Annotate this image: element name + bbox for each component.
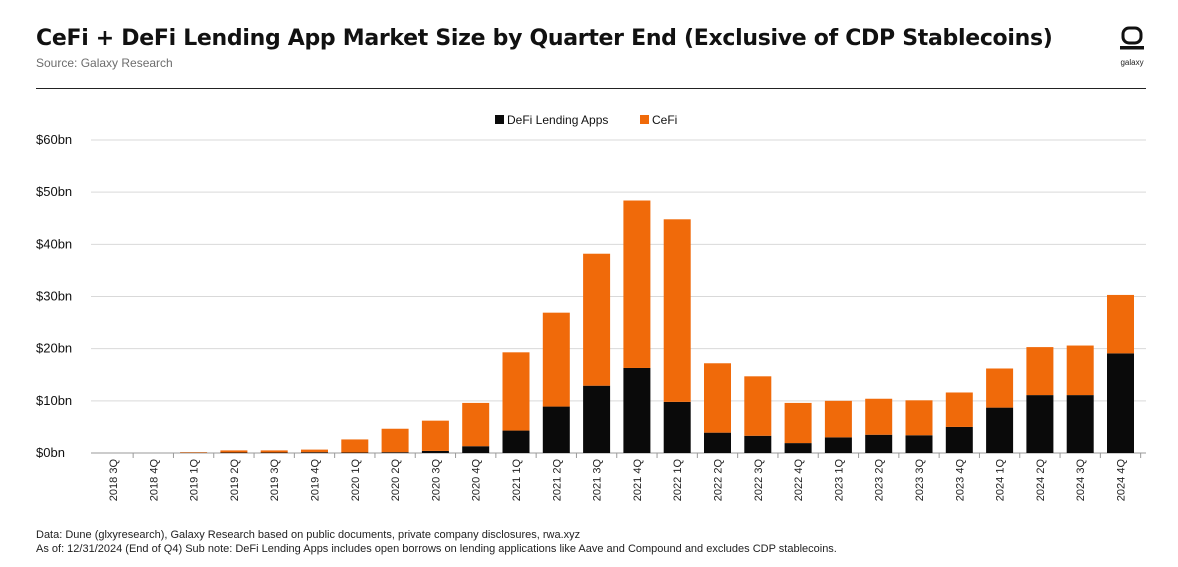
bar-cefi-2021-3q (583, 253, 611, 386)
bar-cefi-2023-2q (865, 398, 893, 435)
x-tick-label: 2021 4Q (632, 459, 644, 502)
x-tick-label: 2023 3Q (914, 459, 926, 502)
bar-cefi-2022-4q (784, 402, 812, 444)
galaxy-logo: galaxy (1115, 26, 1149, 67)
x-tick-label: 2023 1Q (833, 459, 845, 502)
y-tick-label: $20bn (36, 341, 72, 356)
bar-cefi-2021-1q (502, 352, 530, 431)
legend-label-defi: DeFi Lending Apps (507, 113, 608, 127)
bar-cefi-2023-3q (905, 400, 933, 436)
y-tick-label: $60bn (36, 132, 72, 147)
x-tick-label: 2021 2Q (551, 459, 563, 502)
bar-defi-2020-3q (421, 450, 449, 453)
footnote-data-source: Data: Dune (glxyresearch), Galaxy Resear… (36, 529, 581, 541)
x-tick-label: 2019 1Q (189, 459, 201, 502)
bar-defi-2020-1q (341, 452, 369, 453)
bar-cefi-2019-2q (220, 450, 248, 453)
x-tick-label: 2018 3Q (108, 459, 120, 502)
y-axis: $0bn $10bn $20bn $30bn $40bn $50bn $60bn (36, 132, 72, 460)
bar-cefi-2023-4q (945, 392, 973, 427)
bar-cefi-2024-3q (1066, 345, 1094, 396)
bar-defi-2023-3q (905, 435, 933, 453)
x-tick-label: 2024 2Q (1035, 459, 1047, 502)
x-tick-label: 2018 4Q (148, 459, 160, 502)
bar-defi-2024-2q (1026, 395, 1054, 453)
bar-cefi-2023-1q (824, 400, 852, 438)
x-tick-label: 2021 3Q (592, 459, 604, 502)
x-tick-label: 2022 3Q (753, 459, 765, 502)
x-tick-label: 2019 3Q (269, 459, 281, 502)
bar-defi-2021-2q (542, 406, 570, 453)
bar-defi-2021-3q (583, 385, 611, 453)
bar-defi-2024-1q (986, 407, 1014, 453)
y-tick-label: $10bn (36, 393, 72, 408)
chart-legend: DeFi Lending Apps CeFi (495, 113, 677, 127)
bar-defi-2021-4q (623, 367, 651, 453)
bar-defi-2024-3q (1066, 395, 1094, 453)
x-tick-label: 2023 4Q (954, 459, 966, 502)
bar-cefi-2021-2q (542, 312, 570, 407)
x-tick-label: 2023 2Q (874, 459, 886, 502)
bar-cefi-2020-3q (421, 420, 449, 451)
bar-defi-2022-3q (744, 435, 772, 453)
x-axis: 2018 3Q 2018 4Q 2019 1Q 2019 2Q 2019 3Q 2019 … (108, 453, 1142, 502)
bar-defi-2020-2q (381, 452, 409, 453)
chart-source: Source: Galaxy Research (36, 56, 173, 70)
bar-cefi-2022-2q (704, 363, 731, 433)
x-tick-label: 2022 4Q (793, 459, 805, 502)
bar-cefi-2019-3q (260, 450, 288, 453)
x-tick-label: 2022 1Q (672, 459, 684, 502)
legend-label-cefi: CeFi (652, 113, 677, 127)
y-tick-label: $40bn (36, 236, 72, 251)
bar-defi-2019-3q (260, 452, 288, 453)
bar-defi-2019-4q (301, 452, 328, 453)
x-tick-label: 2021 1Q (511, 459, 523, 502)
bar-defi-2023-4q (945, 426, 973, 453)
x-tick-label: 2020 1Q (350, 459, 362, 502)
x-tick-label: 2020 2Q (390, 459, 402, 502)
x-tick-label: 2024 1Q (995, 459, 1007, 502)
x-tick-label: 2024 4Q (1116, 459, 1128, 502)
bar-cefi-2024-1q (986, 368, 1014, 408)
x-tick-label: 2024 3Q (1075, 459, 1087, 502)
footnote-as-of: As of: 12/31/2024 (End of Q4) Sub note: … (36, 543, 837, 555)
bar-cefi-2019-1q (180, 452, 208, 453)
bar-defi-2022-2q (704, 432, 731, 453)
bar-defi-2023-2q (865, 434, 893, 453)
bar-cefi-2021-4q (623, 200, 651, 368)
bar-defi-2022-4q (784, 443, 812, 453)
x-tick-label: 2020 4Q (471, 459, 483, 502)
y-tick-label: $0bn (36, 445, 65, 460)
bar-cefi-2022-1q (663, 219, 691, 402)
chart-gridlines (91, 139, 1146, 454)
chart-title: CeFi + DeFi Lending App Market Size by Q… (36, 26, 1053, 51)
bar-defi-2021-1q (502, 430, 530, 453)
bar-cefi-2024-2q (1026, 347, 1054, 396)
bar-cefi-2024-4q (1107, 294, 1134, 354)
bar-defi-2019-2q (220, 452, 248, 453)
x-tick-label: 2020 3Q (430, 459, 442, 502)
header-divider (36, 88, 1146, 89)
bar-defi-2022-1q (663, 401, 691, 453)
bar-cefi-2020-4q (462, 402, 490, 447)
bar-defi-2020-4q (462, 446, 490, 453)
x-tick-label: 2019 4Q (310, 459, 322, 502)
bar-defi-2024-4q (1107, 353, 1134, 453)
legend-swatch-cefi (640, 115, 649, 124)
galaxy-logo-text: galaxy (1120, 58, 1144, 67)
x-tick-label: 2022 2Q (713, 459, 725, 502)
bar-cefi-2019-4q (301, 449, 328, 453)
bar-defi-2023-1q (824, 437, 852, 453)
legend-swatch-defi (495, 115, 504, 124)
chart-bars (180, 200, 1134, 453)
x-tick-label: 2019 2Q (229, 459, 241, 502)
stacked-bar-chart: DeFi Lending Apps CeFi $0bn $10bn $20bn $30… (36, 113, 1146, 502)
y-tick-label: $30bn (36, 289, 72, 304)
galaxy-logo-icon (1120, 26, 1144, 50)
bar-cefi-2020-2q (381, 428, 409, 453)
bar-cefi-2022-3q (744, 376, 772, 436)
y-tick-label: $50bn (36, 184, 72, 199)
bar-cefi-2020-1q (341, 439, 369, 453)
